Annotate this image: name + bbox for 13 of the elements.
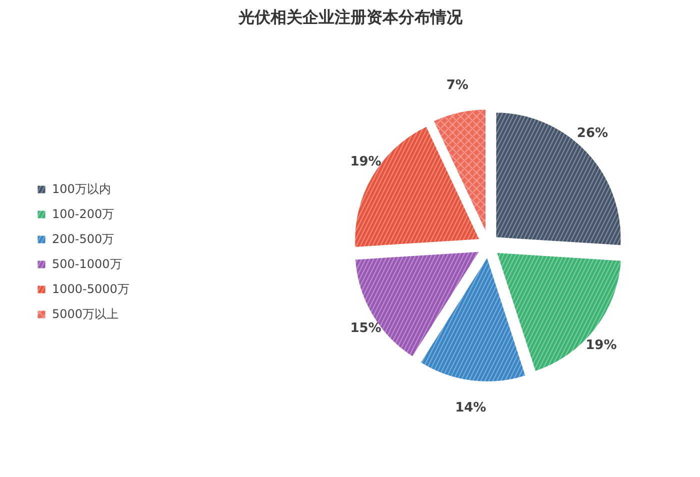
data-label: 19% bbox=[586, 338, 617, 354]
legend-label: 1000-5000万 bbox=[52, 280, 130, 298]
data-label: 19% bbox=[350, 154, 382, 170]
legend-label: 5000万以上 bbox=[52, 306, 119, 322]
chart-title: 光伏相关企业注册资本分布情况 bbox=[238, 8, 464, 26]
data-label: 15% bbox=[350, 321, 382, 336]
legend-label: 200-500万 bbox=[52, 230, 114, 248]
data-label: 26% bbox=[576, 126, 608, 141]
data-label: 14% bbox=[455, 400, 486, 416]
legend-label: 500-1000万 bbox=[52, 256, 122, 272]
legend-label: 100-200万 bbox=[52, 206, 114, 222]
data-label: 7% bbox=[446, 78, 468, 94]
legend-label: 100万以内 bbox=[52, 180, 111, 198]
